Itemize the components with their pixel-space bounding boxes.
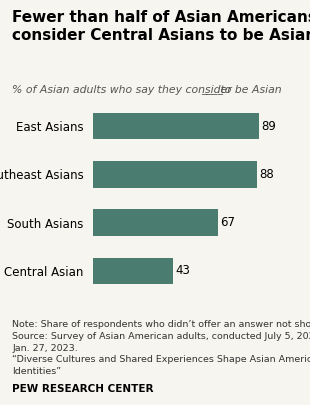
Bar	[93, 258, 173, 284]
Text: to be Asian: to be Asian	[217, 85, 281, 95]
Text: 88: 88	[259, 168, 274, 181]
Text: % of Asian adults who say they consider: % of Asian adults who say they consider	[12, 85, 236, 95]
Text: 43: 43	[176, 264, 191, 277]
Text: ____: ____	[201, 85, 223, 95]
Bar	[93, 113, 259, 139]
Bar	[93, 161, 257, 188]
Text: Note: Share of respondents who didn’t offer an answer not shown.
Source: Survey : Note: Share of respondents who didn’t of…	[12, 320, 310, 376]
Text: 89: 89	[261, 119, 276, 132]
Text: 67: 67	[220, 216, 235, 229]
Text: PEW RESEARCH CENTER: PEW RESEARCH CENTER	[12, 384, 154, 394]
Text: Fewer than half of Asian Americans
consider Central Asians to be Asian: Fewer than half of Asian Americans consi…	[12, 10, 310, 43]
Bar	[93, 209, 218, 236]
